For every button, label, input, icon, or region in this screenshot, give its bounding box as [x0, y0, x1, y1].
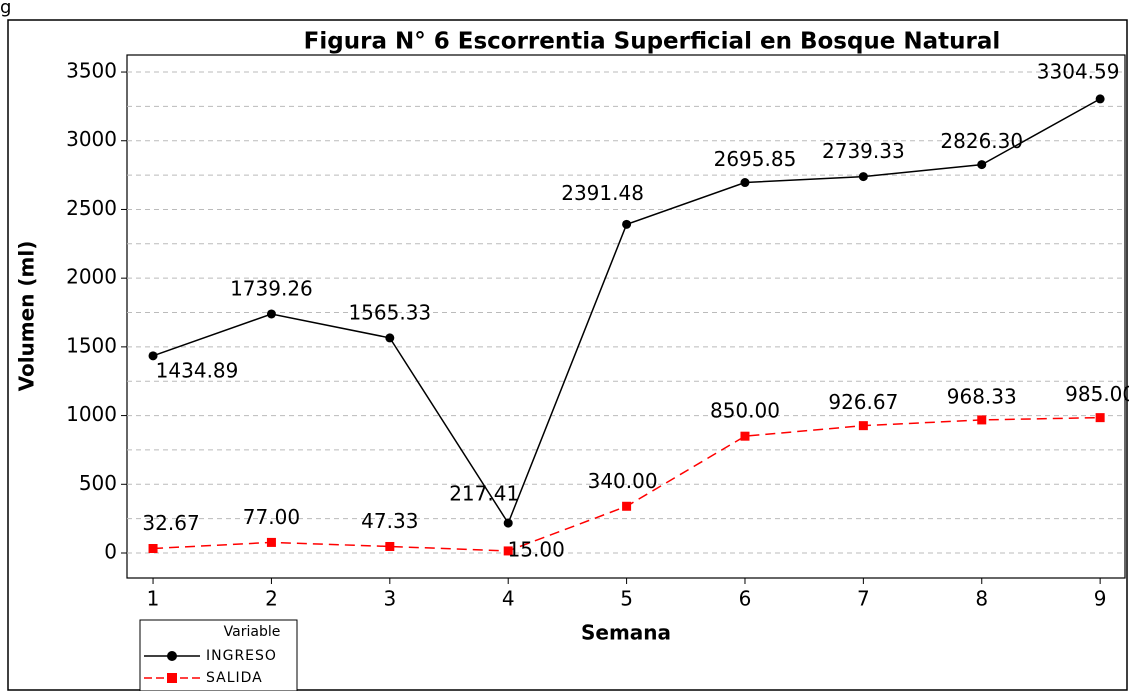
marker: [503, 518, 513, 528]
legend-title: Variable: [224, 624, 281, 640]
frame: [7, 19, 1128, 691]
y-tick-label: 500: [79, 471, 117, 495]
marker: [148, 544, 158, 554]
marker: [148, 351, 158, 361]
marker: [858, 421, 868, 431]
y-tick-label: 1000: [66, 402, 117, 426]
marker: [740, 431, 750, 441]
y-tick-label: 1500: [66, 333, 117, 357]
marker: [622, 219, 632, 229]
chart-title: Figura N° 6 Escorrentia Superficial en B…: [304, 29, 1001, 55]
x-tick-label: 9: [1094, 587, 1107, 611]
marker: [266, 309, 276, 319]
x-tick-label: 1: [147, 587, 160, 611]
x-axis-label: Semana: [581, 621, 671, 645]
caption: g: [0, 0, 11, 18]
marker: [385, 541, 395, 551]
y-tick-label: 3500: [66, 59, 117, 83]
y-tick-label: 2000: [66, 265, 117, 289]
x-tick-label: 5: [620, 587, 633, 611]
data-label: 2826.30: [940, 129, 1023, 153]
data-label: 1739.26: [230, 276, 313, 300]
data-label: 2739.33: [822, 139, 905, 163]
y-tick-label: 3000: [66, 127, 117, 151]
y-tick-label: 0: [104, 539, 117, 563]
legend-label: SALIDA: [206, 670, 263, 686]
legend: Variable INGRESO SALIDA: [139, 619, 298, 691]
data-label: 77.00: [243, 505, 300, 529]
x-tick-label: 8: [975, 587, 988, 611]
x-tick-label: 6: [739, 587, 752, 611]
data-label: 985.00: [1065, 382, 1129, 406]
marker: [977, 415, 987, 425]
legend-marker: [167, 673, 177, 683]
data-label: 3304.59: [1037, 59, 1120, 83]
marker: [1095, 94, 1105, 104]
data-label: 1565.33: [348, 300, 431, 324]
y-axis-label: Volumen (ml): [15, 241, 39, 392]
x-tick-label: 7: [857, 587, 870, 611]
legend-label: INGRESO: [206, 648, 277, 664]
marker: [503, 546, 513, 556]
x-tick-label: 4: [502, 587, 515, 611]
data-label: 340.00: [588, 469, 658, 493]
marker: [858, 172, 868, 182]
legend-marker: [167, 651, 177, 661]
data-label: 2695.85: [714, 147, 797, 171]
y-tick-label: 2500: [66, 196, 117, 220]
x-tick-label: 2: [265, 587, 278, 611]
x-tick-label: 3: [383, 587, 396, 611]
plot-area: [126, 54, 1126, 579]
data-label: 926.67: [828, 390, 898, 414]
marker: [385, 333, 395, 343]
marker: [977, 160, 987, 170]
data-label: 968.33: [947, 384, 1017, 408]
data-label: 15.00: [508, 537, 565, 561]
data-label: 850.00: [710, 399, 780, 423]
data-label: 47.33: [361, 509, 418, 533]
data-label: 217.41: [449, 482, 519, 506]
data-label: 32.67: [142, 511, 199, 535]
data-label: 1434.89: [156, 358, 239, 382]
marker: [1095, 413, 1105, 423]
marker: [622, 501, 632, 511]
marker: [266, 537, 276, 547]
data-label: 2391.48: [561, 181, 644, 205]
marker: [740, 178, 750, 188]
